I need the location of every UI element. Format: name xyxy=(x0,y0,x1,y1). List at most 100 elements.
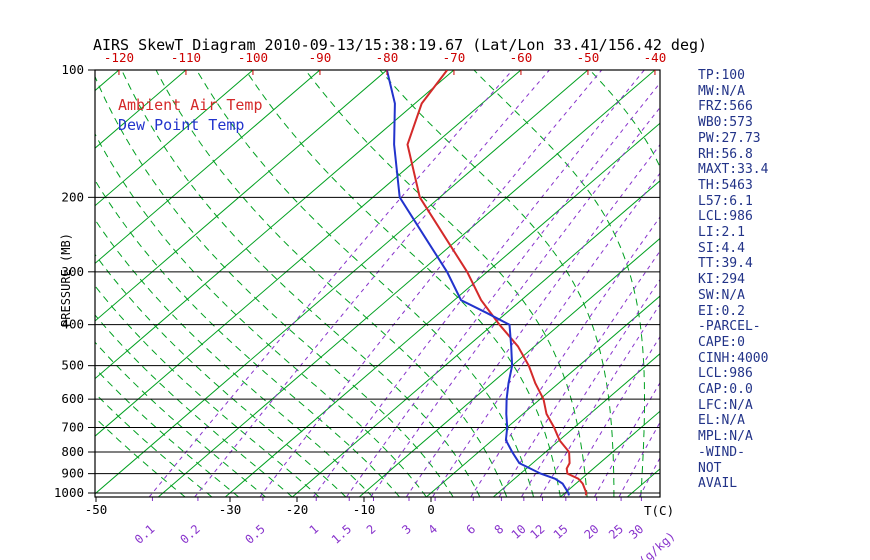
stats-line: EL:N/A xyxy=(698,413,745,429)
isotherm-line xyxy=(358,237,660,497)
bottom-temp-tick-label: -20 xyxy=(286,502,309,517)
moist-adiabat-line xyxy=(589,70,660,169)
mixing-ratio-tick-label: 3 xyxy=(399,522,414,537)
mixing-ratio-tick-label: 0.1 xyxy=(132,522,157,547)
mixing-ratio-tick-label: 2 xyxy=(364,522,379,537)
pressure-tick-label: 1000 xyxy=(54,485,84,500)
stats-line: TP:100 xyxy=(698,68,745,83)
stats-line: -PARCEL- xyxy=(698,319,761,335)
mixing-ratio-tick-label: 30 xyxy=(626,522,646,542)
mixing-ratio-line xyxy=(312,70,645,497)
stats-line: PW:27.73 xyxy=(698,130,761,146)
moist-adiabat-line xyxy=(95,253,347,497)
moist-adiabat-line xyxy=(95,132,427,497)
isotherm-line xyxy=(95,70,321,265)
stats-line: SI:4.4 xyxy=(698,240,745,256)
stats-line: -WIND- xyxy=(698,444,745,460)
stats-line: LI:2.1 xyxy=(698,225,745,241)
mixing-ratio-line xyxy=(432,172,660,497)
stats-line: CAP:0.0 xyxy=(698,382,753,398)
stats-line: TH:5463 xyxy=(698,177,753,193)
pressure-tick-label: 500 xyxy=(61,358,84,373)
mixing-ratio-line xyxy=(618,421,660,497)
stats-line: LCL:986 xyxy=(698,366,753,382)
top-temp-tick-label: -120 xyxy=(104,50,134,65)
bottom-temp-tick-label: -10 xyxy=(353,502,376,517)
pressure-tick-label: 100 xyxy=(61,62,84,77)
plot-frame xyxy=(94,69,661,498)
pressure-axis-label: PRESSURE (MB) xyxy=(59,233,73,327)
isotherm-line xyxy=(0,70,52,497)
mixing-ratio-line xyxy=(148,70,513,497)
mixing-ratio-line xyxy=(370,106,660,497)
bottom-temp-tick-label: -30 xyxy=(219,502,242,517)
moist-adiabat-line xyxy=(155,70,508,497)
mixing-ratio-tick-label: 8 xyxy=(492,522,507,537)
mixing-ratio-tick-label: 4 xyxy=(425,522,440,537)
bottom-temp-tick-label: -50 xyxy=(85,502,108,517)
top-temp-tick-label: -80 xyxy=(376,50,399,65)
sounding-curves xyxy=(385,70,588,496)
stats-line: MPL:N/A xyxy=(698,429,753,445)
stats-line: RH:56.8 xyxy=(698,146,753,162)
background-lines xyxy=(0,70,660,497)
legend-dew-point-temp: Dew Point Temp xyxy=(118,116,245,134)
mixing-ratio-tick-label: 1.5 xyxy=(329,522,354,547)
top-temp-tick-label: -40 xyxy=(644,50,667,65)
ambient-temp-curve xyxy=(406,70,588,496)
stats-line: KI:294 xyxy=(698,272,745,288)
mixing-ratio-line xyxy=(470,216,660,497)
stats-line: AVAIL xyxy=(698,476,738,492)
stats-line: EI:0.2 xyxy=(698,303,745,319)
bottom-temp-tick-label: 0 xyxy=(427,502,435,517)
isotherm-line xyxy=(95,70,589,495)
legend: Ambient Air Temp Dew Point Temp xyxy=(118,95,263,135)
moist-adiabat-line xyxy=(245,70,561,497)
mixing-ratio-tick-label: 1 xyxy=(306,522,321,537)
moist-adiabat-line xyxy=(95,285,320,497)
legend-ambient-air-temp: Ambient Air Temp xyxy=(118,96,263,114)
mixing-ratio-line xyxy=(563,335,660,497)
mixing-ratio-line xyxy=(345,82,660,497)
stats-panel: TP:100 MW:N/A FRZ:566 WB0:573 PW:27.73 RH:56.… xyxy=(698,68,768,492)
stats-line: FRZ:566 xyxy=(698,99,753,115)
stats-line: LFC:N/A xyxy=(698,397,753,413)
mixing-ratio-line xyxy=(259,70,603,497)
isotherm-line xyxy=(95,70,187,149)
stats-line: MW:N/A xyxy=(698,83,745,99)
mixing-ratio-tick-label: 0.5 xyxy=(242,522,267,547)
mixing-ratio-tick-label: 12 xyxy=(527,522,547,542)
stats-line: TT:39.4 xyxy=(698,256,753,272)
mixing-ratio-tick-label: 15 xyxy=(551,522,571,542)
pressure-tick-label: 600 xyxy=(61,391,84,406)
mixing-ratio-tick-label: 25 xyxy=(606,522,626,542)
isotherm-line xyxy=(95,70,388,322)
pressure-tick-label: 800 xyxy=(61,444,84,459)
isotherm-line xyxy=(492,353,660,497)
mixing-ratio-line xyxy=(194,70,550,497)
pressure-tick-label: 700 xyxy=(61,419,84,434)
top-temp-tick-label: -90 xyxy=(309,50,332,65)
mixing-ratio-line xyxy=(593,381,660,497)
stats-line: MAXT:33.4 xyxy=(698,162,769,178)
mixing-ratio-tick-label: 0.2 xyxy=(177,522,202,547)
isotherm-line xyxy=(95,70,522,437)
isotherm-line xyxy=(157,70,656,497)
moist-adiabat-line xyxy=(95,314,293,497)
top-temp-tick-label: -110 xyxy=(171,50,201,65)
top-temp-tick-label: -50 xyxy=(577,50,600,65)
pressure-tick-label: 300 xyxy=(61,264,84,279)
stats-line: SW:N/A xyxy=(698,287,745,303)
stats-line: L57:6.1 xyxy=(698,193,753,209)
moist-adiabat-line xyxy=(473,70,645,497)
isotherm-line xyxy=(425,295,660,497)
stats-line: LCL:986 xyxy=(698,209,753,225)
stats-line: CINH:4000 xyxy=(698,350,769,366)
mixing-ratio-tick-label: 6 xyxy=(464,522,479,537)
pressure-tick-label: 200 xyxy=(61,189,84,204)
isotherm-line xyxy=(291,180,660,497)
moist-adiabat-line xyxy=(95,367,240,497)
moist-adiabat-line xyxy=(95,75,454,497)
